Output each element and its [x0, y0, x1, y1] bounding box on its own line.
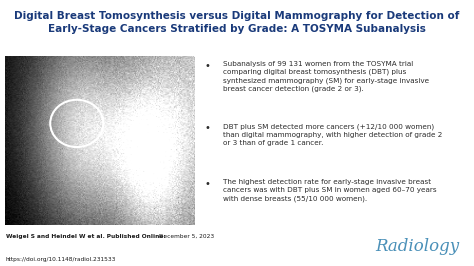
Text: Digital Breast Tomosynthesis versus Digital Mammography for Detection of
Early-S: Digital Breast Tomosynthesis versus Digi…: [14, 11, 460, 34]
Text: The highest detection rate for early-stage invasive breast
cancers was with DBT : The highest detection rate for early-sta…: [223, 179, 437, 202]
Text: Subanalysis of 99 131 women from the TOSYMA trial
comparing digital breast tomos: Subanalysis of 99 131 women from the TOS…: [223, 61, 429, 92]
Text: •: •: [204, 123, 210, 134]
Text: https://doi.org/10.1148/radiol.231533: https://doi.org/10.1148/radiol.231533: [6, 257, 116, 262]
Text: December 5, 2023: December 5, 2023: [157, 234, 215, 239]
Text: Radiology: Radiology: [376, 238, 460, 255]
Text: •: •: [204, 61, 210, 71]
Text: Weigel S and Heindel W et al. Published Online:: Weigel S and Heindel W et al. Published …: [6, 234, 165, 239]
Text: •: •: [204, 179, 210, 189]
Text: DBT plus SM detected more cancers (+12/10 000 women)
than digital mammography, w: DBT plus SM detected more cancers (+12/1…: [223, 123, 443, 146]
